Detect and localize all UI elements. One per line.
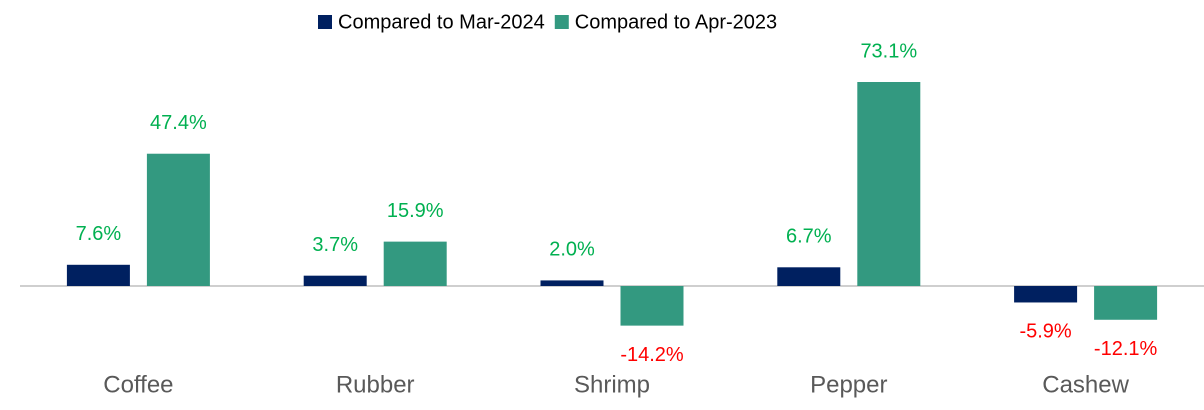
data-label: 47.4% xyxy=(150,112,207,134)
data-label: 6.7% xyxy=(786,226,832,248)
x-tick-label: Coffee xyxy=(103,371,173,398)
bar xyxy=(146,153,210,286)
x-tick-label: Cashew xyxy=(1042,371,1129,398)
data-label: 2.0% xyxy=(549,239,595,261)
bar xyxy=(303,275,367,286)
data-label: 15.9% xyxy=(387,200,444,222)
x-tick-label: Pepper xyxy=(810,371,887,398)
legend-label: Compared to Mar-2024 xyxy=(338,11,545,33)
bar xyxy=(66,264,130,286)
bar xyxy=(1014,286,1078,303)
bar xyxy=(1094,286,1158,320)
bar xyxy=(540,280,604,286)
legend-label: Compared to Apr-2023 xyxy=(575,11,777,33)
legend-swatch xyxy=(318,15,332,29)
data-label: -5.9% xyxy=(1019,321,1071,343)
data-label: 73.1% xyxy=(860,40,917,62)
legend-swatch xyxy=(554,15,569,29)
bar xyxy=(777,267,841,286)
data-label: -12.1% xyxy=(1094,338,1158,360)
bar xyxy=(857,82,921,286)
x-tick-label: Rubber xyxy=(336,371,415,398)
x-tick-label: Shrimp xyxy=(574,371,650,398)
data-label: 7.6% xyxy=(76,223,122,245)
bar xyxy=(620,286,684,326)
data-label: -14.2% xyxy=(620,344,684,366)
bar xyxy=(383,241,447,286)
data-label: 3.7% xyxy=(312,234,358,256)
